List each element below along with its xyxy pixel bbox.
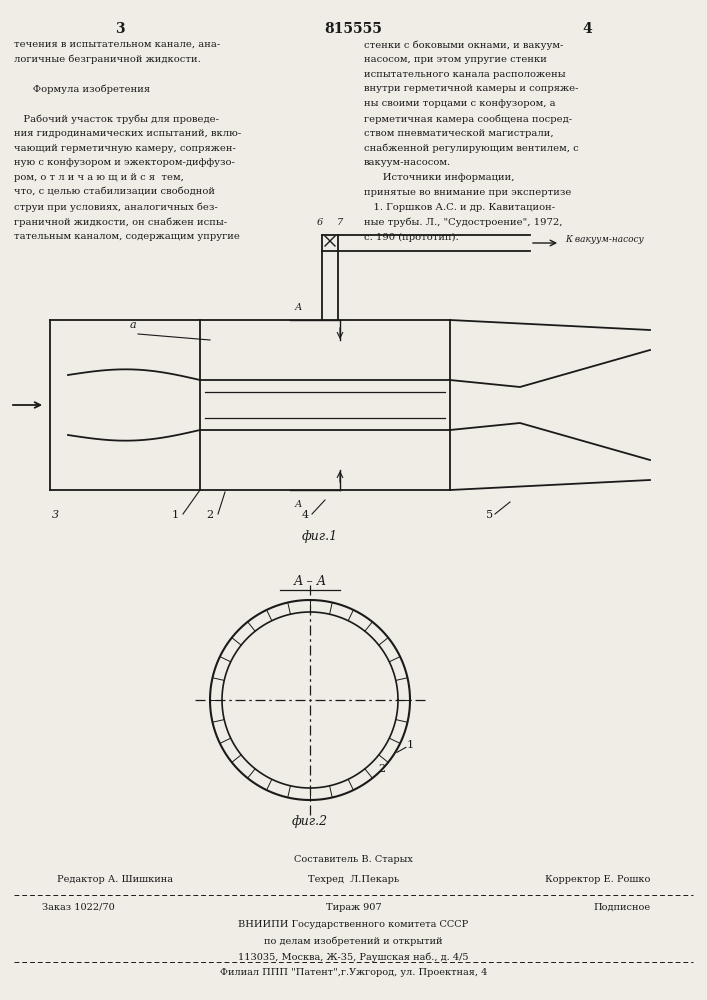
Text: А – А: А – А — [293, 575, 327, 588]
Text: граничной жидкости, он снабжен испы-: граничной жидкости, он снабжен испы- — [14, 218, 227, 227]
Text: Рабочий участок трубы для проведе-: Рабочий участок трубы для проведе- — [14, 114, 219, 123]
Text: Заказ 1022/70: Заказ 1022/70 — [42, 903, 115, 912]
Text: с. 190 (прототип).: с. 190 (прототип). — [364, 232, 459, 242]
Text: Подписное: Подписное — [593, 903, 650, 912]
Text: принятые во внимание при экспертизе: принятые во внимание при экспертизе — [364, 188, 571, 197]
Text: 2: 2 — [206, 510, 214, 520]
Text: Филиал ППП "Патент",г.Ужгород, ул. Проектная, 4: Филиал ППП "Патент",г.Ужгород, ул. Проек… — [220, 968, 487, 977]
Text: испытательного канала расположены: испытательного канала расположены — [364, 70, 566, 79]
Text: Формула изобретения: Формула изобретения — [14, 84, 151, 94]
Text: течения в испытательном канале, ана-: течения в испытательном канале, ана- — [14, 40, 221, 49]
Text: по делам изобретений и открытий: по делам изобретений и открытий — [264, 936, 443, 946]
Text: А: А — [295, 500, 303, 509]
Text: 5: 5 — [486, 510, 493, 520]
Text: ством пневматической магистрали,: ством пневматической магистрали, — [364, 129, 554, 138]
Text: снабженной регулирующим вентилем, с: снабженной регулирующим вентилем, с — [364, 144, 579, 153]
Text: Составитель В. Старых: Составитель В. Старых — [294, 855, 413, 864]
Text: ную с конфузором и эжектором-диффузо-: ную с конфузором и эжектором-диффузо- — [14, 158, 235, 167]
Text: 6: 6 — [317, 218, 323, 227]
Text: тательным каналом, содержащим упругие: тательным каналом, содержащим упругие — [14, 232, 240, 241]
Text: а: а — [130, 320, 136, 330]
Text: вакуум-насосом.: вакуум-насосом. — [364, 158, 451, 167]
Text: 815555: 815555 — [325, 22, 382, 36]
Text: К вакуум-насосу: К вакуум-насосу — [565, 235, 644, 244]
Text: Источники информации,: Источники информации, — [364, 173, 515, 182]
Text: фиг.2: фиг.2 — [292, 815, 328, 828]
Text: ром, о т л и ч а ю щ и й с я  тем,: ром, о т л и ч а ю щ и й с я тем, — [14, 173, 184, 182]
Text: внутри герметичной камеры и сопряже-: внутри герметичной камеры и сопряже- — [364, 84, 578, 93]
Text: 113035, Москва, Ж-35, Раушская наб., д. 4/5: 113035, Москва, Ж-35, Раушская наб., д. … — [238, 952, 469, 962]
Text: А: А — [295, 303, 303, 312]
Text: чающий герметичную камеру, сопряжен-: чающий герметичную камеру, сопряжен- — [14, 144, 236, 153]
Text: 1: 1 — [171, 510, 179, 520]
Text: ния гидродинамических испытаний, вклю-: ния гидродинамических испытаний, вклю- — [14, 129, 241, 138]
Text: ные трубы. Л., "Судостроение", 1972,: ные трубы. Л., "Судостроение", 1972, — [364, 218, 563, 227]
Text: струи при условиях, аналогичных без-: струи при условиях, аналогичных без- — [14, 203, 218, 212]
Text: 1. Горшков А.С. и др. Кавитацион-: 1. Горшков А.С. и др. Кавитацион- — [364, 203, 555, 212]
Text: 3: 3 — [52, 510, 59, 520]
Text: 1: 1 — [407, 740, 414, 750]
Text: 4: 4 — [301, 510, 308, 520]
Text: 2: 2 — [378, 764, 385, 774]
Text: 3: 3 — [115, 22, 125, 36]
Text: Тираж 907: Тираж 907 — [326, 903, 381, 912]
Text: ны своими торцами с конфузором, а: ны своими торцами с конфузором, а — [364, 99, 556, 108]
Text: Техред  Л.Пекарь: Техред Л.Пекарь — [308, 875, 399, 884]
Text: герметичная камера сообщена посред-: герметичная камера сообщена посред- — [364, 114, 572, 123]
Text: фиг.1: фиг.1 — [302, 530, 338, 543]
Text: ВНИИПИ Государственного комитета СССР: ВНИИПИ Государственного комитета СССР — [238, 920, 469, 929]
Text: что, с целью стабилизации свободной: что, с целью стабилизации свободной — [14, 188, 215, 197]
Text: Корректор Е. Рошко: Корректор Е. Рошко — [545, 875, 650, 884]
Text: логичные безграничной жидкости.: логичные безграничной жидкости. — [14, 55, 201, 64]
Text: насосом, при этом упругие стенки: насосом, при этом упругие стенки — [364, 55, 547, 64]
Text: стенки с боковыми окнами, и вакуум-: стенки с боковыми окнами, и вакуум- — [364, 40, 563, 49]
Text: Редактор А. Шишкина: Редактор А. Шишкина — [57, 875, 173, 884]
Text: 7: 7 — [337, 218, 344, 227]
Text: 4: 4 — [582, 22, 592, 36]
